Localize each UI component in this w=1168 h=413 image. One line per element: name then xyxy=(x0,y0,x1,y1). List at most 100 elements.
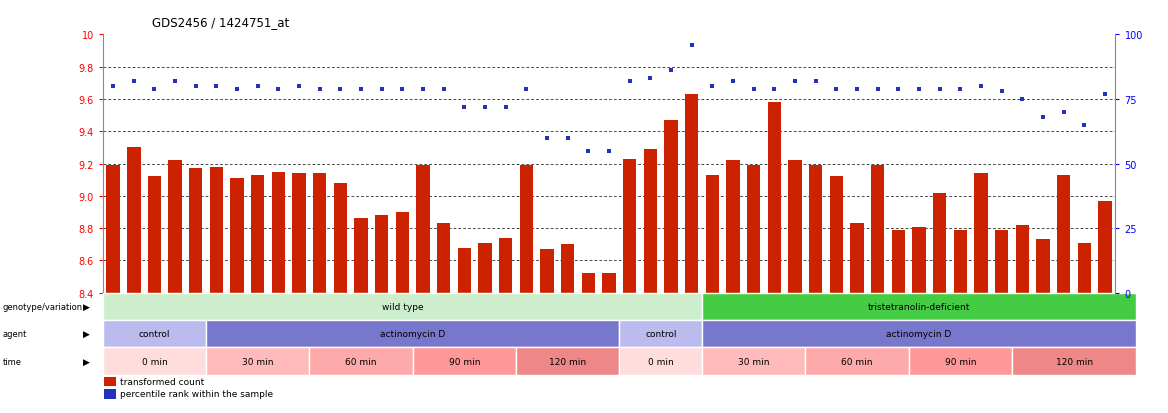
Bar xyxy=(251,176,264,293)
Text: time: time xyxy=(2,357,21,366)
Point xyxy=(104,83,123,90)
Bar xyxy=(1036,240,1050,293)
Point xyxy=(166,78,185,85)
Bar xyxy=(499,238,513,293)
Point xyxy=(394,86,412,93)
Bar xyxy=(850,224,864,293)
Bar xyxy=(103,348,206,375)
Bar xyxy=(748,166,760,293)
Bar xyxy=(103,293,702,320)
Bar xyxy=(147,177,161,293)
Text: actinomycin D: actinomycin D xyxy=(380,330,445,338)
Point xyxy=(373,86,391,93)
Bar xyxy=(103,320,206,348)
Text: GDS2456 / 1424751_at: GDS2456 / 1424751_at xyxy=(152,16,290,29)
Bar xyxy=(396,212,409,293)
Bar xyxy=(995,230,1008,293)
Point xyxy=(537,135,556,142)
Text: 60 min: 60 min xyxy=(841,357,872,366)
Point xyxy=(475,104,494,111)
Point xyxy=(806,78,825,85)
Bar xyxy=(1057,176,1071,293)
Bar xyxy=(292,174,306,293)
Text: percentile rank within the sample: percentile rank within the sample xyxy=(120,389,273,398)
Point xyxy=(207,83,225,90)
Point xyxy=(352,86,370,93)
Bar xyxy=(644,150,658,293)
Point xyxy=(662,68,681,74)
Point xyxy=(1034,114,1052,121)
Bar xyxy=(127,148,140,293)
Bar xyxy=(437,224,451,293)
Bar xyxy=(313,174,327,293)
Bar xyxy=(168,161,182,293)
Bar xyxy=(767,103,781,293)
Bar xyxy=(702,293,1136,320)
Text: transformed count: transformed count xyxy=(120,377,204,386)
Bar xyxy=(210,167,223,293)
Bar xyxy=(809,166,822,293)
Bar xyxy=(806,348,909,375)
Point xyxy=(931,86,950,93)
Point xyxy=(579,148,598,154)
Bar xyxy=(788,161,801,293)
Point xyxy=(848,86,867,93)
Bar xyxy=(104,389,116,399)
Bar xyxy=(686,95,698,293)
Text: 0 min: 0 min xyxy=(141,357,167,366)
Bar xyxy=(412,348,516,375)
Bar xyxy=(829,177,843,293)
Point xyxy=(765,86,784,93)
Bar xyxy=(230,178,244,293)
Text: control: control xyxy=(139,330,171,338)
Point xyxy=(724,78,743,85)
Point xyxy=(620,78,639,85)
Point xyxy=(703,83,722,90)
Text: 90 min: 90 min xyxy=(449,357,480,366)
Point xyxy=(993,88,1011,95)
Bar xyxy=(479,243,492,293)
Bar xyxy=(623,159,637,293)
Point xyxy=(187,83,206,90)
Point xyxy=(331,86,349,93)
Text: agent: agent xyxy=(2,330,27,338)
Bar xyxy=(206,320,619,348)
Text: actinomycin D: actinomycin D xyxy=(887,330,952,338)
Point xyxy=(456,104,474,111)
Point xyxy=(1055,109,1073,116)
Text: ▶: ▶ xyxy=(83,302,90,311)
Text: 120 min: 120 min xyxy=(549,357,586,366)
Text: control: control xyxy=(645,330,676,338)
Text: tristetrапolin-deficient: tristetrапolin-deficient xyxy=(868,302,971,311)
Bar xyxy=(974,174,988,293)
Point xyxy=(910,86,929,93)
Point xyxy=(827,86,846,93)
Point xyxy=(311,86,329,93)
Point xyxy=(413,86,432,93)
Bar xyxy=(1016,225,1029,293)
Point xyxy=(951,86,969,93)
Bar xyxy=(189,169,202,293)
Bar xyxy=(933,193,946,293)
Bar xyxy=(909,348,1013,375)
Bar xyxy=(561,245,575,293)
Bar xyxy=(954,230,967,293)
Bar xyxy=(871,166,884,293)
Text: 30 min: 30 min xyxy=(738,357,770,366)
Point xyxy=(972,83,990,90)
Bar xyxy=(619,348,702,375)
Point xyxy=(290,83,308,90)
Bar xyxy=(310,348,412,375)
Bar xyxy=(375,216,389,293)
Point xyxy=(249,83,267,90)
Bar xyxy=(354,219,368,293)
Point xyxy=(228,86,246,93)
Bar xyxy=(702,348,806,375)
Bar xyxy=(458,248,471,293)
Bar xyxy=(582,274,596,293)
Point xyxy=(889,86,908,93)
Bar xyxy=(1098,201,1112,293)
Bar xyxy=(272,172,285,293)
Point xyxy=(641,76,660,82)
Point xyxy=(125,78,144,85)
